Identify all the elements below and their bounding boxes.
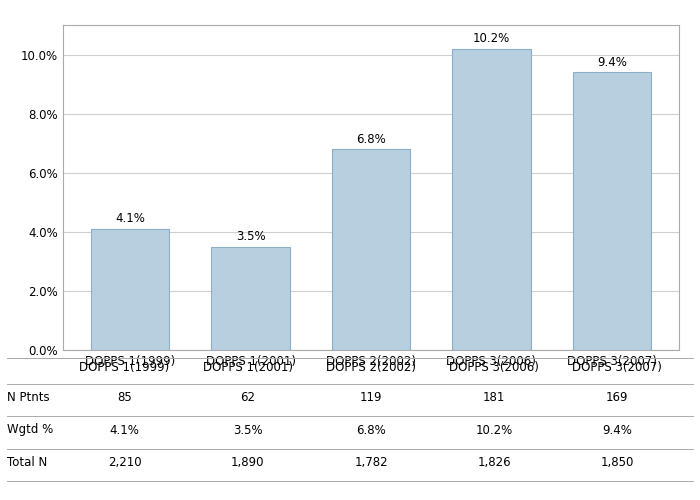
Text: 9.4%: 9.4%	[597, 56, 626, 68]
Bar	[91, 229, 169, 350]
Text: 169: 169	[606, 391, 629, 404]
Bar	[211, 246, 290, 350]
Text: 3.5%: 3.5%	[233, 424, 262, 436]
Text: 6.8%: 6.8%	[356, 132, 386, 145]
Text: 10.2%: 10.2%	[475, 424, 513, 436]
Bar	[332, 149, 410, 350]
Text: 9.4%: 9.4%	[603, 424, 632, 436]
Text: 62: 62	[240, 391, 256, 404]
Text: 119: 119	[360, 391, 382, 404]
Text: DOPPS 1(2001): DOPPS 1(2001)	[203, 361, 293, 374]
Text: 6.8%: 6.8%	[356, 424, 386, 436]
Text: 10.2%: 10.2%	[473, 32, 510, 45]
Text: Total N: Total N	[7, 456, 48, 469]
Text: 1,782: 1,782	[354, 456, 388, 469]
Text: 1,850: 1,850	[601, 456, 634, 469]
Text: N Ptnts: N Ptnts	[7, 391, 50, 404]
Text: 2,210: 2,210	[108, 456, 141, 469]
Text: 85: 85	[117, 391, 132, 404]
Text: 1,890: 1,890	[231, 456, 265, 469]
Text: 4.1%: 4.1%	[110, 424, 139, 436]
Text: DOPPS 1(1999): DOPPS 1(1999)	[80, 361, 169, 374]
Text: DOPPS 2(2002): DOPPS 2(2002)	[326, 361, 416, 374]
Text: 181: 181	[483, 391, 505, 404]
Bar	[573, 72, 651, 350]
Text: 1,826: 1,826	[477, 456, 511, 469]
Bar	[452, 48, 531, 350]
Text: DOPPS 3(2007): DOPPS 3(2007)	[573, 361, 662, 374]
Text: DOPPS 3(2006): DOPPS 3(2006)	[449, 361, 539, 374]
Text: 4.1%: 4.1%	[116, 212, 145, 226]
Text: 3.5%: 3.5%	[236, 230, 265, 243]
Text: Wgtd %: Wgtd %	[7, 424, 53, 436]
